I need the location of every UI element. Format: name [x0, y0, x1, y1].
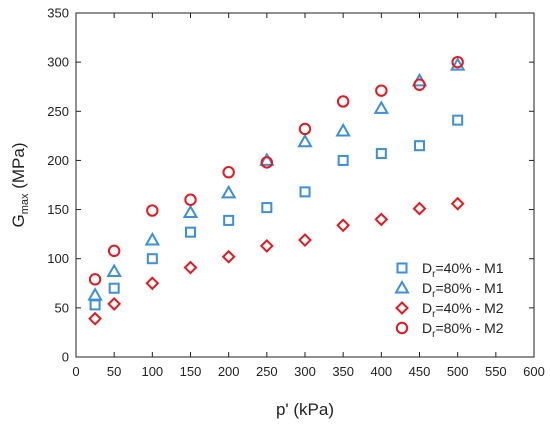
legend-marker-3: [395, 321, 409, 335]
series-2: [88, 196, 465, 326]
legend-label-0: Dr=40% - M1: [422, 260, 504, 280]
x-tick-label-2: 100: [141, 364, 163, 379]
legend-label-2: Dr=40% - M2: [422, 300, 504, 320]
data-points: [87, 55, 466, 326]
series-0-point-2: [146, 253, 158, 265]
series-2-point-0: [88, 311, 102, 326]
series-1-point-6: [297, 133, 313, 148]
series-3-point-1: [107, 244, 121, 258]
x-tick-label-12: 600: [523, 364, 545, 379]
series-2-point-9: [412, 201, 427, 216]
series-2-point-7: [336, 218, 351, 233]
series-0-point-9: [414, 140, 425, 152]
series-2-point-8: [374, 212, 389, 227]
series-0-point-4: [223, 214, 235, 226]
y-tick-label-3: 150: [47, 202, 69, 217]
legend-label-1: Dr=80% - M1: [422, 280, 504, 300]
series-3-point-7: [336, 95, 350, 108]
series-1-point-2: [144, 232, 161, 246]
series-1-point-0: [87, 287, 103, 301]
series-0: [89, 114, 464, 311]
x-tick-label-8: 400: [370, 364, 392, 379]
series-1-point-4: [220, 184, 237, 199]
series-3: [88, 55, 464, 286]
x-tick-label-4: 200: [218, 364, 240, 379]
y-tick-label-6: 300: [47, 55, 69, 70]
series-0-point-6: [299, 186, 311, 198]
series-2-point-6: [298, 233, 312, 247]
series-1-point-3: [182, 204, 199, 219]
series-0-point-5: [261, 202, 273, 214]
series-2-point-1: [107, 297, 122, 311]
series-1-point-1: [106, 263, 122, 277]
y-tick-label-0: 0: [62, 350, 69, 365]
x-tick-label-6: 300: [294, 364, 316, 379]
legend-label-0-rest: =40% - M1: [435, 260, 503, 276]
legend-label-3-rest: =80% - M2: [435, 320, 503, 336]
series-3-point-4: [222, 166, 235, 179]
y-axis-title: Gmax (MPa): [9, 142, 31, 227]
y-tick-label-4: 200: [47, 153, 69, 168]
y-tick-label-5: 250: [47, 104, 69, 119]
series-2-point-10: [450, 196, 465, 211]
series-2-point-3: [183, 260, 198, 275]
legend-label-3: Dr=80% - M2: [422, 320, 504, 340]
legend-marker-2: [395, 301, 409, 315]
series-3-point-9: [413, 78, 426, 91]
legend-label-0-sub: r: [432, 269, 436, 280]
legend-label-1-main: D: [422, 280, 432, 296]
series-3-point-2: [146, 204, 159, 217]
series-0-point-10: [452, 114, 464, 126]
series-2-point-5: [259, 239, 274, 253]
y-tick-label-1: 50: [55, 300, 69, 315]
legend-label-3-main: D: [422, 320, 432, 336]
series-0-point-8: [375, 148, 387, 160]
legend-label-3-sub: r: [432, 329, 436, 340]
y-tick-label-7: 350: [47, 6, 69, 21]
series-3-point-5: [260, 156, 274, 169]
legend-label-1-sub: r: [432, 289, 436, 300]
series-3-point-10: [451, 55, 464, 69]
legend-label-2-sub: r: [432, 309, 436, 320]
series-1-point-5: [259, 152, 275, 166]
series-2-point-2: [145, 276, 160, 291]
x-tick-label-10: 500: [447, 364, 469, 379]
legend-marker-0: [396, 262, 408, 274]
x-tick-label-5: 250: [256, 364, 278, 379]
legend-label-2-main: D: [422, 300, 432, 316]
series-3-point-0: [88, 273, 102, 286]
series-0-point-1: [108, 282, 120, 294]
x-tick-label-1: 50: [107, 364, 121, 379]
series-1: [87, 57, 466, 301]
series-0-point-7: [337, 154, 349, 166]
x-tick-label-3: 150: [180, 364, 202, 379]
x-tick-label-7: 350: [332, 364, 354, 379]
y-axis-title-main: G: [9, 214, 28, 227]
legend-label-2-rest: =40% - M2: [435, 300, 503, 316]
x-tick-label-11: 550: [485, 364, 507, 379]
y-axis-title-unit: (MPa): [9, 142, 28, 193]
x-tick-label-0: 0: [72, 364, 79, 379]
series-1-point-8: [373, 100, 390, 114]
series-0-point-0: [89, 299, 101, 311]
x-axis-title: p' (kPa): [276, 400, 334, 419]
y-tick-label-2: 100: [47, 251, 69, 266]
legend-label-1-rest: =80% - M1: [435, 280, 503, 296]
legend-label-0-main: D: [422, 260, 432, 276]
series-3-point-8: [375, 84, 388, 97]
series-0-point-3: [185, 226, 196, 238]
series-3-point-6: [298, 122, 312, 136]
series-3-point-3: [184, 193, 197, 206]
axis-ticks: 0 50 100 150 200 250 300 350 400 450 500 550 600 0 50 1…: [47, 6, 545, 380]
series-2-point-4: [221, 249, 236, 264]
series-1-point-7: [335, 122, 351, 137]
x-tick-label-9: 450: [409, 364, 431, 379]
legend-marker-1: [394, 279, 410, 294]
series-1-point-10: [449, 57, 466, 71]
y-axis-title-sub: max: [19, 193, 31, 214]
